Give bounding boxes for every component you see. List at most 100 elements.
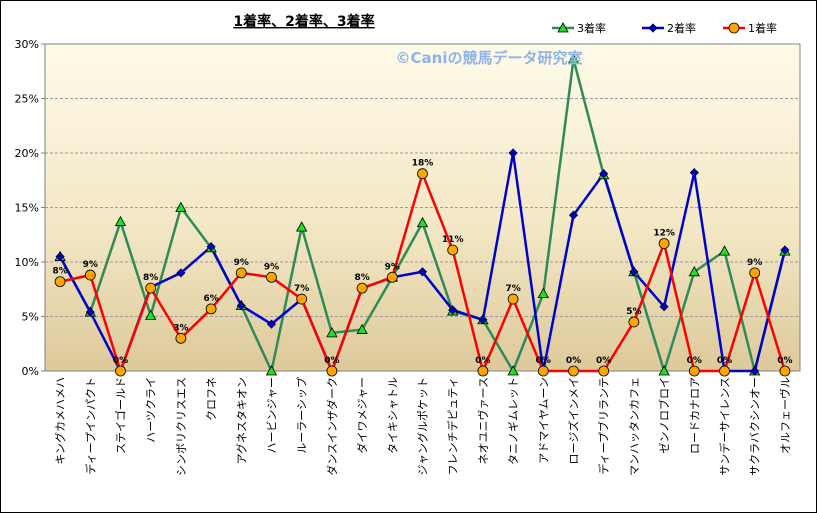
category-label: キングカメハメハ [53,377,67,465]
diamond-marker [568,210,579,220]
category-label: サンデーサイレンス [718,377,732,476]
legend-entry: 1着率 [748,21,777,35]
category-label: タニノギムレット [507,377,520,465]
data-labels: 8% 9% 0% 8% 3% 6% 9% 9% 7% 0% 8% 9% 18% 11% 0% 7% 0% 0% 0%… [52,159,792,366]
diamond-marker [750,366,760,376]
legend-entry: 2着率 [667,21,696,35]
diamond-marker [780,245,790,255]
legend-entry: 3着率 [577,21,606,35]
series-markers [54,53,791,377]
category-label: フレンチデピュティ [446,377,460,475]
diamond-marker [599,169,609,179]
data-label: 11% [442,235,464,245]
category-label: ダイワメジャー [355,377,369,453]
category-label: ステイゴールド [114,377,128,454]
category-label: ハーツクライ [145,377,158,443]
circle-marker [115,365,126,377]
y-tick-label: 20% [15,147,39,160]
category-label: ゼンノロブロイ [657,377,671,453]
category-label: ジャングルポケット [416,377,430,475]
data-label: 8% [143,273,158,283]
circle-marker [568,365,579,377]
circle-marker [447,244,459,256]
circle-marker [326,365,338,377]
data-label: 7% [294,284,309,294]
diamond-marker [648,23,658,33]
category-label: ハービンジャー [266,377,279,453]
legend: 3着率 2着率 1着率 [552,21,777,35]
data-label: 0% [536,356,551,366]
category-label: マンハッタンカフェ [628,377,641,476]
triangle-marker [145,309,157,320]
triangle-marker [326,327,338,338]
circle-marker [688,365,700,377]
category-label: サクラバクシンオー [749,377,762,476]
y-tick-label: 25% [15,93,39,106]
data-label: 0% [566,356,581,366]
data-label: 0% [687,356,702,366]
circle-marker [598,365,610,377]
diamond-marker [236,301,246,311]
data-label: 8% [354,273,369,283]
data-label: 0% [717,356,732,366]
data-label: 9% [264,262,279,272]
triangle-marker [296,221,308,232]
circle-marker [628,316,640,328]
triangle-marker [537,287,549,299]
category-label: ロージズインメイ [567,377,581,464]
diamond-marker [689,168,699,178]
data-label: 0% [324,356,339,366]
data-label: 12% [653,228,675,238]
category-label: ディープブリランテ [597,377,611,475]
circle-marker [296,293,308,305]
circle-marker [417,168,428,180]
y-axis-ticks: 0% 5% 10% 15% 20% 25% 30% [15,38,45,378]
circle-marker [356,282,368,294]
circle-marker [205,303,217,315]
data-label: 18% [412,159,434,169]
category-label: ダンスインザダーク [325,377,339,476]
data-label: 6% [203,294,218,304]
circle-marker [507,293,519,305]
category-label: アグネスタキオン [234,377,248,464]
category-label: ネオユニヴァース [476,377,490,464]
category-label: オルフェーヴル [778,377,792,454]
triangle-marker [416,216,429,228]
circle-marker [175,332,187,344]
triangle-marker [265,365,278,376]
circle-marker [749,267,761,279]
diamond-marker [85,307,95,317]
y-tick-label: 5% [22,311,39,324]
diamond-marker [659,302,669,312]
data-label: 7% [505,284,520,294]
diamond-marker [629,267,639,277]
diamond-marker [508,148,518,158]
x-axis-category-labels: キングカメハメハ ディープインパクト ステイゴールド ハーツクライ シンボリクリスエス ク… [53,377,792,476]
diamond-marker [266,319,277,329]
category-label: タイキシャトル [386,377,399,454]
category-label: クロフネ [205,377,218,421]
diamond-marker [478,315,488,325]
circle-marker [386,271,398,283]
watermark-text: ©Caniの競馬データ研究室 [396,49,583,67]
triangle-marker [718,245,731,256]
grid-lines [45,98,800,317]
y-tick-label: 10% [15,256,39,269]
circle-marker [145,282,157,294]
data-label: 3% [173,323,188,333]
triangle-marker [175,201,187,212]
data-label: 8% [52,267,67,277]
y-tick-label: 30% [15,38,39,51]
data-label: 0% [113,356,128,366]
data-label: 9% [747,258,762,268]
data-label: 0% [777,356,792,366]
data-label: 0% [475,356,490,366]
diamond-marker [448,305,458,315]
y-tick-label: 15% [15,202,39,215]
category-label: アドマイヤムーン [537,377,550,464]
circle-marker [235,267,247,279]
triangle-marker [688,265,700,277]
triangle-marker [507,365,519,376]
data-label: 0% [596,356,611,366]
